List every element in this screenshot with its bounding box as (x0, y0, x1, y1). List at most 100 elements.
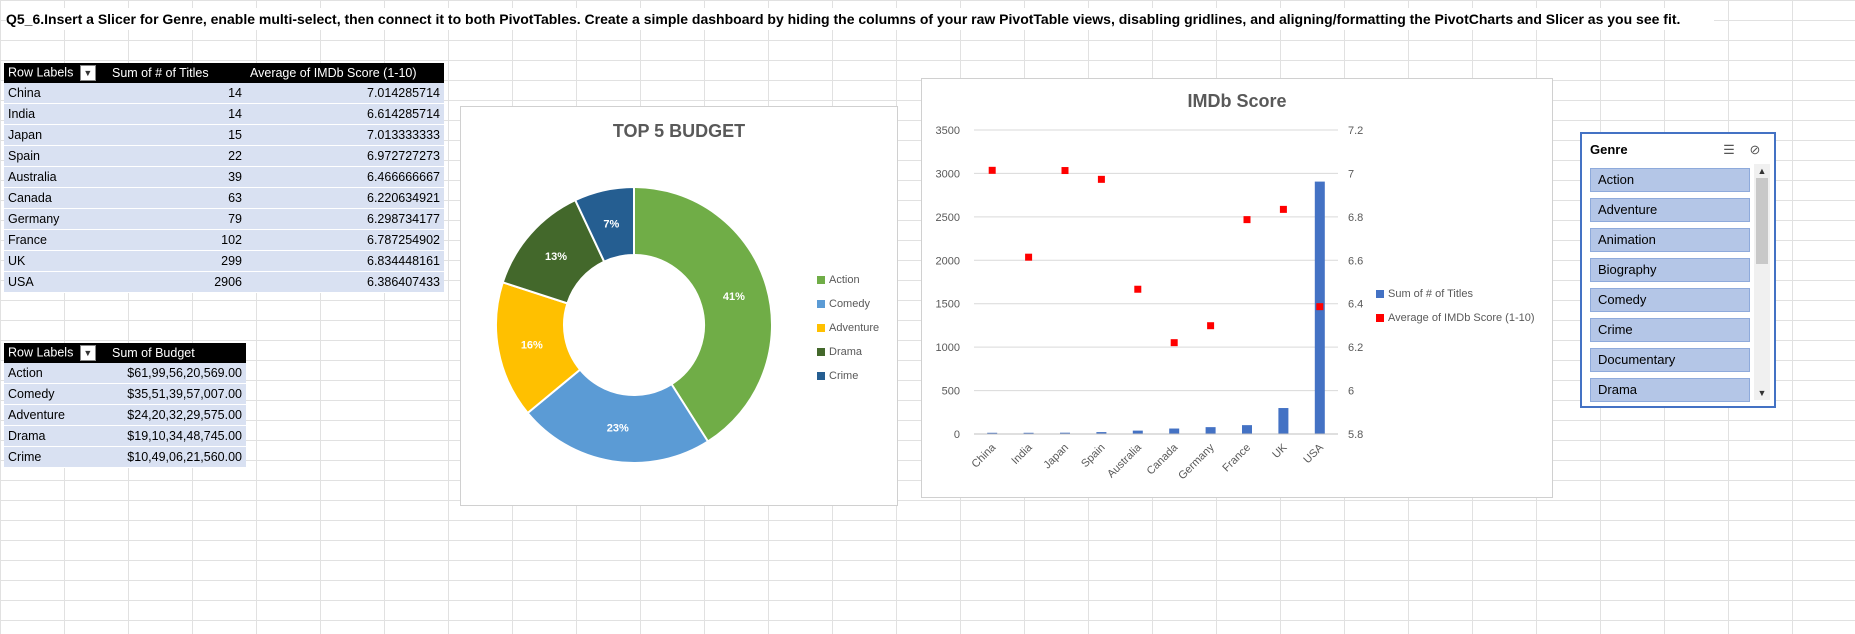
pivot1-header-titles[interactable]: Sum of # of Titles (108, 63, 246, 83)
table-row[interactable]: Germany 79 6.298734177 (4, 208, 444, 230)
slicer-item-adventure[interactable]: Adventure (1590, 198, 1750, 222)
titles-value[interactable]: 39 (108, 166, 246, 188)
score-value[interactable]: 7.013333333 (246, 124, 444, 146)
donut-chart-top5-budget[interactable]: TOP 5 BUDGET 41% 23% 16% 13% 7% Action Comedy… (460, 106, 898, 506)
clear-filter-icon[interactable]: ⊘ (1749, 142, 1761, 157)
pivot2-header-budget[interactable]: Sum of Budget (108, 343, 246, 363)
row-label[interactable]: UK (4, 250, 108, 272)
row-label[interactable]: France (4, 229, 108, 251)
table-row[interactable]: Adventure $24,20,32,29,575.00 (4, 404, 246, 426)
score-value[interactable]: 6.972727273 (246, 145, 444, 167)
row-label[interactable]: India (4, 103, 108, 125)
table-row[interactable]: China 14 7.014285714 (4, 83, 444, 104)
pivot1-header-row-labels[interactable]: Row Labels ▼ (4, 63, 108, 83)
score-value[interactable]: 6.787254902 (246, 229, 444, 251)
titles-value[interactable]: 14 (108, 83, 246, 104)
bar-japan[interactable] (1060, 432, 1070, 434)
filter-dropdown-icon[interactable]: ▼ (79, 345, 96, 361)
score-point-germany[interactable] (1207, 322, 1215, 330)
score-value[interactable]: 6.834448161 (246, 250, 444, 272)
donut-slice-comedy[interactable] (526, 368, 710, 464)
row-label[interactable]: Comedy (4, 383, 108, 405)
pivot2-header-row-labels[interactable]: Row Labels ▼ (4, 343, 108, 363)
row-label[interactable]: Drama (4, 425, 108, 447)
scroll-down-icon[interactable]: ▼ (1757, 388, 1767, 398)
titles-value[interactable]: 102 (108, 229, 246, 251)
titles-value[interactable]: 2906 (108, 271, 246, 293)
score-value[interactable]: 6.220634921 (246, 187, 444, 209)
score-value[interactable]: 6.466666667 (246, 166, 444, 188)
score-point-usa[interactable] (1316, 303, 1324, 311)
row-label[interactable]: Crime (4, 446, 108, 468)
titles-value[interactable]: 79 (108, 208, 246, 230)
score-point-india[interactable] (1025, 253, 1033, 261)
titles-value[interactable]: 299 (108, 250, 246, 272)
slicer-item-animation[interactable]: Animation (1590, 228, 1750, 252)
bar-uk[interactable] (1278, 408, 1289, 434)
budget-value[interactable]: $24,20,32,29,575.00 (108, 404, 246, 426)
pivot1-header-score[interactable]: Average of IMDb Score (1-10) (246, 63, 444, 83)
score-point-china[interactable] (988, 166, 996, 174)
table-row[interactable]: USA 2906 6.386407433 (4, 271, 444, 293)
filter-dropdown-icon[interactable]: ▼ (79, 65, 96, 81)
row-label[interactable]: Germany (4, 208, 108, 230)
budget-value[interactable]: $61,99,56,20,569.00 (108, 363, 246, 384)
score-value[interactable]: 7.014285714 (246, 83, 444, 104)
budget-value[interactable]: $35,51,39,57,007.00 (108, 383, 246, 405)
slicer-item-crime[interactable]: Crime (1590, 318, 1750, 342)
score-point-france[interactable] (1243, 216, 1251, 224)
titles-value[interactable]: 15 (108, 124, 246, 146)
row-label[interactable]: Adventure (4, 404, 108, 426)
slicer-item-action[interactable]: Action (1590, 168, 1750, 192)
multi-select-icon[interactable]: ☰ (1723, 142, 1735, 157)
budget-value[interactable]: $10,49,06,21,560.00 (108, 446, 246, 468)
titles-value[interactable]: 14 (108, 103, 246, 125)
slicer-item-drama[interactable]: Drama (1590, 378, 1750, 402)
score-value[interactable]: 6.386407433 (246, 271, 444, 293)
table-row[interactable]: Canada 63 6.220634921 (4, 187, 444, 209)
row-label[interactable]: Action (4, 363, 108, 384)
row-label[interactable]: Australia (4, 166, 108, 188)
slicer-item-comedy[interactable]: Comedy (1590, 288, 1750, 312)
scroll-thumb[interactable] (1756, 178, 1768, 264)
row-label[interactable]: Japan (4, 124, 108, 146)
table-row[interactable]: Spain 22 6.972727273 (4, 145, 444, 167)
score-point-uk[interactable] (1279, 205, 1287, 213)
table-row[interactable]: Comedy $35,51,39,57,007.00 (4, 383, 246, 405)
table-row[interactable]: Action $61,99,56,20,569.00 (4, 363, 246, 384)
table-row[interactable]: Drama $19,10,34,48,745.00 (4, 425, 246, 447)
donut-slice-crime[interactable] (573, 185, 635, 263)
score-value[interactable]: 6.614285714 (246, 103, 444, 125)
table-row[interactable]: Crime $10,49,06,21,560.00 (4, 446, 246, 468)
scroll-up-icon[interactable]: ▲ (1757, 166, 1767, 176)
table-row[interactable]: India 14 6.614285714 (4, 103, 444, 125)
donut-slice-action[interactable] (633, 185, 773, 443)
titles-value[interactable]: 63 (108, 187, 246, 209)
bar-canada[interactable] (1169, 428, 1180, 434)
slicer-scrollbar[interactable]: ▲ ▼ (1754, 164, 1770, 400)
bar-australia[interactable] (1132, 430, 1143, 434)
bar-spain[interactable] (1096, 432, 1107, 434)
titles-value[interactable]: 22 (108, 145, 246, 167)
slicer-item-biography[interactable]: Biography (1590, 258, 1750, 282)
bar-china[interactable] (987, 432, 998, 434)
table-row[interactable]: France 102 6.787254902 (4, 229, 444, 251)
score-value[interactable]: 6.298734177 (246, 208, 444, 230)
genre-slicer[interactable]: Genre ☰ ⊘ Action Adventure Animation Biogra… (1580, 132, 1776, 408)
row-label[interactable]: Canada (4, 187, 108, 209)
bar-france[interactable] (1242, 425, 1252, 434)
table-row[interactable]: UK 299 6.834448161 (4, 250, 444, 272)
score-point-japan[interactable] (1061, 167, 1069, 175)
score-point-australia[interactable] (1134, 285, 1142, 293)
row-label[interactable]: USA (4, 271, 108, 293)
score-point-spain[interactable] (1097, 175, 1105, 183)
bar-germany[interactable] (1205, 427, 1216, 434)
row-label[interactable]: China (4, 83, 108, 104)
table-row[interactable]: Australia 39 6.466666667 (4, 166, 444, 188)
table-row[interactable]: Japan 15 7.013333333 (4, 124, 444, 146)
score-point-canada[interactable] (1170, 339, 1178, 347)
slicer-item-documentary[interactable]: Documentary (1590, 348, 1750, 372)
budget-value[interactable]: $19,10,34,48,745.00 (108, 425, 246, 447)
row-label[interactable]: Spain (4, 145, 108, 167)
combo-chart-imdb-score[interactable]: IMDb Score 0 500 1000 1500 2000 2500 3000 3500 5… (921, 78, 1553, 498)
